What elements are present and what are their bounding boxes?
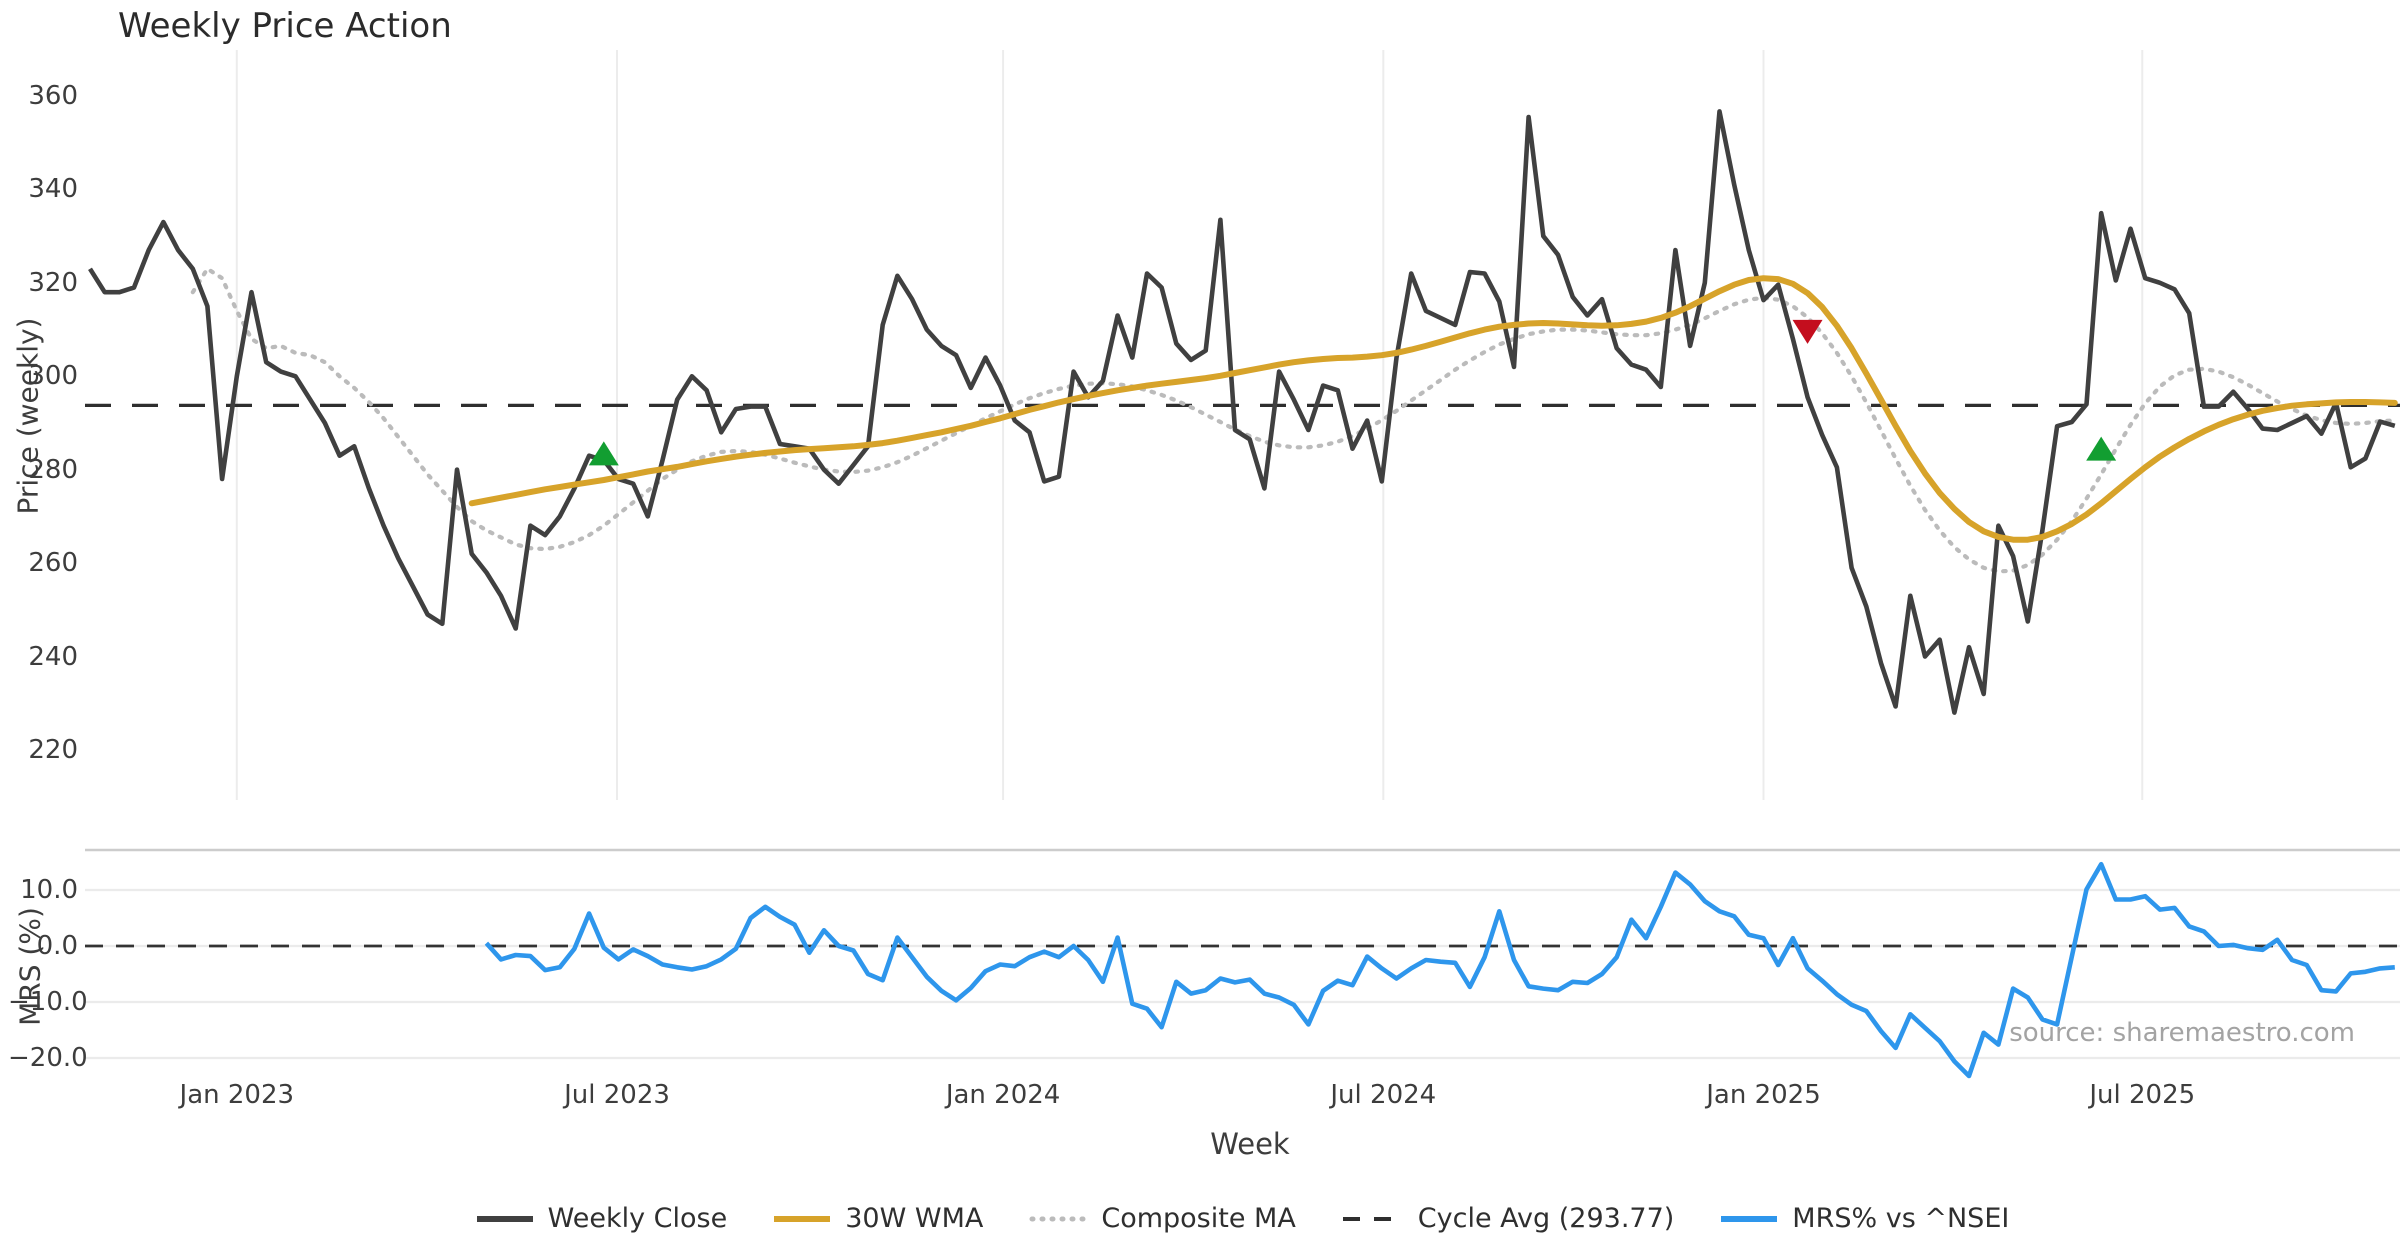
buy-signal-marker: [2086, 436, 2117, 461]
legend-item-weekly-close: Weekly Close: [476, 1203, 728, 1234]
legend-item-30w-wma: 30W WMA: [773, 1203, 983, 1234]
x-tick-label: Jul 2024: [1330, 1080, 1437, 1110]
wma-line-sample-icon: [774, 1215, 831, 1222]
composite-ma-dotted-sample-icon: [1029, 1216, 1088, 1221]
mrs-ytick-label: 0.0: [36, 931, 78, 961]
mrs-line: [484, 861, 2395, 1079]
legend-item-composite-ma: Composite MA: [1029, 1203, 1296, 1234]
x-tick-label: Jul 2025: [2089, 1080, 2196, 1110]
x-tick-label: Jul 2023: [564, 1080, 670, 1110]
buy-signal-marker: [588, 441, 619, 466]
price-ytick-label: 280: [28, 454, 78, 485]
legend-label: Weekly Close: [547, 1203, 728, 1234]
x-tick-label: Jan 2023: [179, 1080, 295, 1110]
weekly-close-line: [88, 109, 2396, 715]
wma-line: [468, 275, 2398, 543]
legend-label: 30W WMA: [845, 1203, 984, 1234]
price-ytick-label: 220: [28, 734, 78, 765]
legend-label: MRS% vs ^NSEI: [1792, 1203, 2010, 1234]
weekly-close-line-sample-icon: [476, 1215, 533, 1222]
x-tick-label: Jan 2025: [1706, 1080, 1821, 1110]
price-ytick-label: 320: [28, 267, 78, 298]
legend-label: Cycle Avg (293.77): [1417, 1203, 1675, 1234]
price-ytick-label: 240: [28, 641, 78, 672]
mrs-ytick-label: 10.0: [20, 875, 78, 905]
chart-title: Weekly Price Action: [118, 6, 452, 46]
legend-label: Composite MA: [1101, 1203, 1296, 1234]
mrs-ytick-label: −10.0: [8, 987, 88, 1017]
composite-ma-line: [190, 266, 2397, 574]
mrs-line-sample-icon: [1721, 1215, 1778, 1222]
sell-signal-marker: [1792, 319, 1823, 344]
legend-item-cycle-avg: Cycle Avg (293.77): [1342, 1203, 1675, 1234]
price-ytick-label: 340: [28, 174, 78, 205]
price-ytick-label: 360: [28, 81, 78, 111]
x-tick-label: Jan 2024: [945, 1080, 1061, 1110]
price-ytick-label: 300: [28, 361, 78, 392]
week-axis-label: Week: [1210, 1127, 1290, 1161]
price-ytick-label: 260: [28, 548, 78, 579]
chart-legend: Weekly Close 30W WMA Composite MA Cycle …: [85, 1203, 2400, 1234]
source-note: source: sharemaestro.com: [2009, 1018, 2355, 1048]
legend-item-mrs: MRS% vs ^NSEI: [1720, 1203, 2009, 1234]
mrs-ytick-label: −20.0: [8, 1043, 88, 1073]
cycle-avg-dashed-sample-icon: [1342, 1216, 1403, 1221]
